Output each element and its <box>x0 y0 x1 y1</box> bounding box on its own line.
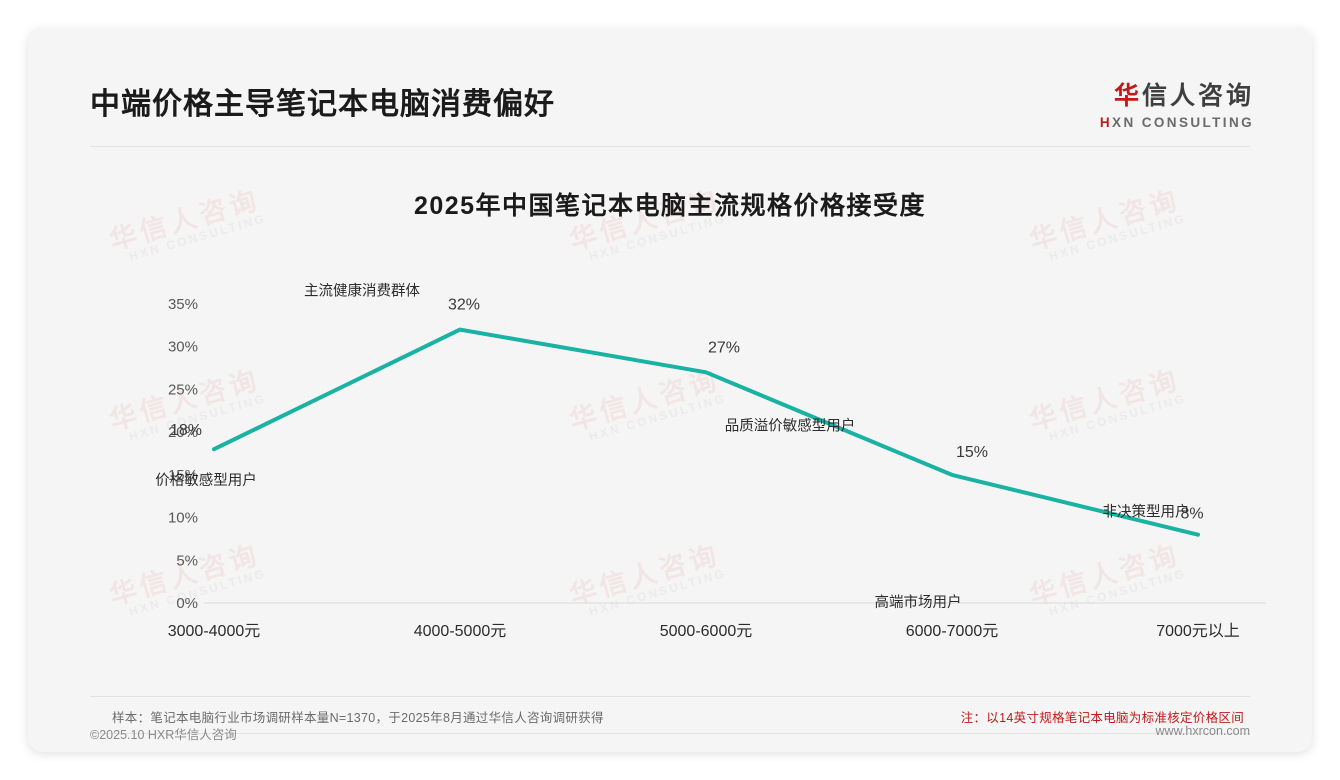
y-axis-tick-label: 25% <box>168 381 198 398</box>
red-note: 注：以14英寸规格笔记本电脑为标准核定价格区间 <box>960 711 1244 725</box>
footnote-bar: 样本：笔记本电脑行业市场调研样本量N=1370，于2025年8月通过华信人咨询调… <box>90 696 1250 734</box>
logo-cn-rest: 信人咨询 <box>1141 82 1254 110</box>
value-labels: 18% 32% 27% 15% 8% <box>170 297 1204 523</box>
y-axis-tick-label: 35% <box>168 296 198 313</box>
data-value-label: 27% <box>708 339 740 356</box>
brand-logo: 华信人咨询 HXN CONSULTING <box>1100 84 1254 130</box>
logo-english: HXN CONSULTING <box>1100 116 1254 130</box>
chart-plot-area: 0% 5% 10% 15% 20% 25% 30% 35% 3000-4000元 4000-50… <box>86 278 1266 668</box>
x-axis-tick-label: 6000-7000元 <box>906 623 999 640</box>
point-annotation-label: 品质溢价敏感型用户 <box>725 417 856 434</box>
x-axis: 3000-4000元 4000-5000元 5000-6000元 6000-7000元… <box>168 622 1240 640</box>
header: 中端价格主导笔记本电脑消费偏好 华信人咨询 HXN CONSULTING <box>28 28 1312 130</box>
data-value-label: 18% <box>170 422 202 439</box>
x-axis-tick-label: 7000元以上 <box>1156 622 1240 640</box>
y-axis-tick-label: 5% <box>176 552 198 569</box>
point-annotation-label: 主流健康消费群体 <box>304 283 420 300</box>
data-value-label: 15% <box>956 444 988 461</box>
y-axis-tick-label: 0% <box>176 595 198 612</box>
logo-en-highlight: H <box>1099 115 1113 130</box>
copyright-text: ©2025.10 HXR华信人咨询 <box>90 728 237 742</box>
slide-card: 华信人咨询 HXN CONSULTING 华信人咨询 HXN CONSULTIN… <box>28 28 1312 752</box>
header-divider <box>90 146 1250 147</box>
x-axis-tick-label: 4000-5000元 <box>414 623 507 640</box>
data-value-label: 8% <box>1180 506 1203 523</box>
website-url: www.hxrcon.com <box>1155 724 1250 738</box>
y-axis-tick-label: 30% <box>168 339 198 356</box>
x-axis-tick-label: 5000-6000元 <box>660 623 753 640</box>
point-annotation-label: 高端市场用户 <box>875 594 962 611</box>
data-value-label: 32% <box>448 297 480 314</box>
page-title: 中端价格主导笔记本电脑消费偏好 <box>90 88 555 121</box>
chart-title: 2025年中国笔记本电脑主流规格价格接受度 <box>413 192 927 220</box>
footer-bar: ©2025.10 HXR华信人咨询 www.hxrcon.com <box>28 714 1312 752</box>
y-axis-tick-label: 20% <box>168 424 198 441</box>
x-axis-tick-label: 3000-4000元 <box>168 623 261 640</box>
point-annotation-label: 非决策型用户 <box>1103 504 1190 521</box>
logo-cn-highlight: 华 <box>1113 82 1142 110</box>
sample-note: 样本：笔记本电脑行业市场调研样本量N=1370，于2025年8月通过华信人咨询调… <box>112 711 604 725</box>
line-chart: 0% 5% 10% 15% 20% 25% 30% 35% 3000-4000元 4000-50… <box>155 283 1266 640</box>
y-axis: 0% 5% 10% 15% 20% 25% 30% 35% <box>168 296 198 612</box>
point-annotation-label: 价格敏感型用户 <box>155 472 257 489</box>
y-axis-tick-label: 10% <box>168 510 198 527</box>
data-series-line <box>212 327 1200 537</box>
logo-chinese: 华信人咨询 <box>1100 84 1254 109</box>
y-axis-tick-label: 15% <box>168 467 198 484</box>
logo-en-rest: XN CONSULTING <box>1112 115 1254 130</box>
